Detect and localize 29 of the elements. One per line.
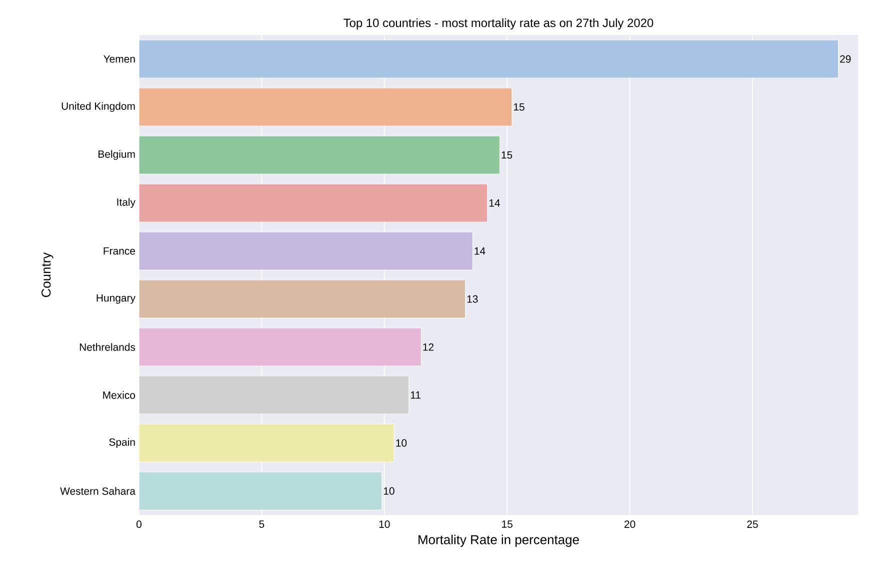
y-tick-label: Belgium xyxy=(98,150,135,160)
data-label: 13 xyxy=(467,295,478,303)
y-tick-label: Italy xyxy=(117,198,136,208)
y-tick-label: Spain xyxy=(109,438,135,448)
x-tick-label: 5 xyxy=(259,520,264,528)
x-tick-label: 10 xyxy=(379,520,390,528)
y-tick-label: Hungary xyxy=(96,294,136,304)
data-label: 12 xyxy=(423,343,434,351)
x-tick-label: 20 xyxy=(624,520,636,528)
x-tick-label: 25 xyxy=(747,520,758,528)
y-tick-label: United Kingdom xyxy=(62,102,135,112)
y-tick-label: Nethrelands xyxy=(80,343,136,351)
data-label: 10 xyxy=(396,439,407,447)
y-tick-label: Yemen xyxy=(104,55,135,63)
y-tick-label: Western Sahara xyxy=(60,487,136,495)
data-label: 10 xyxy=(384,487,394,495)
x-axis-title: Mortality Rate in percentage xyxy=(418,534,579,547)
y-axis-title: Country xyxy=(42,252,54,298)
data-label: 15 xyxy=(502,151,512,159)
data-label: 14 xyxy=(489,199,500,207)
data-label: 14 xyxy=(474,247,486,255)
y-tick-label: France xyxy=(104,247,136,255)
chart-title: Top 10 countries - most mortality rate as on 27th July 2020 xyxy=(344,18,654,30)
data-label: 15 xyxy=(514,103,524,111)
x-tick-label: 15 xyxy=(502,520,512,528)
data-label: 11 xyxy=(410,391,420,399)
y-tick-label: Mexico xyxy=(103,391,136,399)
data-label: 29 xyxy=(840,55,851,63)
x-tick-label: 0 xyxy=(136,520,142,528)
